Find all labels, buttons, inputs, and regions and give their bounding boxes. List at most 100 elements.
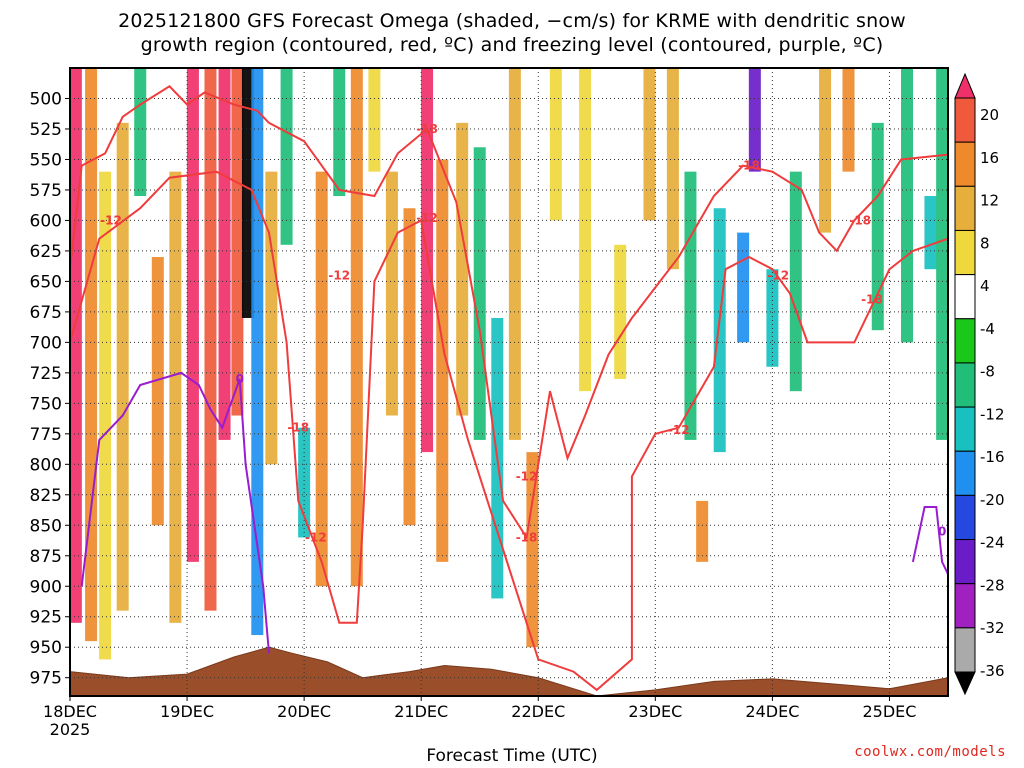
colorbar-box-12 [954, 627, 976, 673]
y-tick-label-18: 950 [30, 638, 62, 658]
omega-column-27 [508, 68, 521, 440]
red-contour-label-8: -18 [516, 530, 538, 544]
y-tick-label-11: 775 [30, 425, 62, 445]
terrain-surface [70, 646, 948, 696]
site-credit: coolwx.com/models [854, 744, 1006, 760]
y-tick-label-16: 900 [30, 577, 62, 597]
colorbar-label-8: -16 [980, 448, 1005, 466]
colorbar-label-6: -8 [980, 363, 995, 381]
y-tick-label-8: 700 [30, 333, 62, 353]
omega-column-42 [842, 68, 855, 172]
omega-column-44 [901, 68, 914, 343]
omega-column-30 [579, 68, 592, 392]
plot-frame [69, 67, 949, 697]
chart-title: 2025121800 GFS Forecast Omega (shaded, −… [118, 10, 906, 32]
x-tick-label-3: 21DEC [394, 702, 448, 721]
x-axis-label: Forecast Time (UTC) [426, 746, 598, 766]
red-contour-line-0 [70, 85, 270, 270]
colorbar-box-8 [954, 450, 976, 496]
y-tick-label-2: 550 [30, 150, 62, 170]
omega-column-23 [436, 159, 449, 562]
colorbar-box-2 [954, 185, 976, 231]
omega-column-19 [368, 68, 381, 172]
red-contour-label-4: -12 [416, 211, 438, 225]
colorbar-box-1 [954, 141, 976, 187]
colorbar-box-5 [954, 318, 976, 364]
x-tick-label-4: 22DEC [511, 702, 565, 721]
y-tick-label-12: 800 [30, 455, 62, 475]
colorbar-box-4 [954, 274, 976, 320]
omega-column-11 [241, 68, 254, 318]
red-contour-label-2: -12 [328, 268, 350, 282]
y-tick-label-6: 650 [30, 272, 62, 292]
colorbar-label-4: 4 [980, 277, 990, 295]
omega-column-16 [315, 171, 328, 587]
colorbar-box-7 [954, 406, 976, 452]
colorbar-label-10: -24 [980, 534, 1005, 552]
omega-column-34 [684, 171, 697, 440]
omega-column-10 [231, 68, 244, 416]
colorbar-label-2: 12 [980, 192, 999, 210]
omega-column-24 [456, 122, 469, 416]
y-tick-label-4: 600 [30, 211, 62, 231]
omega-column-9 [218, 68, 231, 440]
colorbar-bottom-arrow [954, 671, 976, 696]
omega-column-46 [936, 68, 948, 440]
colorbar-label-7: -12 [980, 405, 1005, 423]
red-contour-label-0: -12 [100, 213, 122, 227]
x-tick-label-7: 25DEC [862, 702, 916, 721]
colorbar-box-0 [954, 97, 976, 143]
x-tick-label-1: 19DEC [160, 702, 214, 721]
y-tick-label-0: 500 [30, 89, 62, 109]
red-contour-label-11: -12 [767, 268, 789, 282]
omega-column-37 [737, 232, 750, 343]
purple-contour-label-1: 0 [938, 524, 946, 538]
purple-contour-line-0 [80, 371, 270, 654]
omega-column-13 [265, 171, 278, 465]
omega-column-1 [85, 68, 98, 642]
colorbar-label-5: -4 [980, 320, 995, 338]
x-tick-label-6: 24DEC [745, 702, 799, 721]
red-contour-line-2 [70, 170, 948, 692]
omega-column-22 [421, 68, 434, 453]
y-tick-label-5: 625 [30, 242, 62, 262]
omega-column-31 [614, 244, 627, 379]
omega-column-39 [766, 269, 779, 367]
y-tick-label-7: 675 [30, 303, 62, 323]
omega-column-5 [151, 257, 164, 526]
x-tick-label-5: 23DEC [628, 702, 682, 721]
omega-column-20 [385, 171, 398, 416]
omega-column-25 [473, 147, 486, 440]
omega-column-35 [696, 500, 709, 562]
omega-column-33 [666, 68, 679, 270]
red-contour-label-12: -18 [861, 293, 883, 307]
x-tick-label-2: 20DEC [277, 702, 331, 721]
omega-column-40 [789, 171, 802, 392]
omega-column-45 [924, 196, 937, 270]
omega-column-29 [549, 68, 562, 221]
chart-subtitle: growth region (contoured, red, ºC) and f… [140, 34, 884, 56]
y-tick-label-13: 825 [30, 486, 62, 506]
colorbar-box-11 [954, 583, 976, 629]
colorbar-box-3 [954, 229, 976, 276]
omega-column-18 [350, 68, 363, 587]
omega-column-17 [333, 68, 346, 197]
colorbar-label-9: -20 [980, 491, 1005, 509]
colorbar-top-arrow [954, 72, 976, 99]
purple-contour-label-0: 0 [236, 372, 244, 386]
red-contour-label-10: -18 [849, 213, 871, 227]
colorbar-label-11: -28 [980, 576, 1005, 594]
colorbar-box-10 [954, 539, 976, 585]
omega-column-43 [871, 122, 884, 331]
omega-column-28 [526, 452, 539, 648]
colorbar-label-12: -32 [980, 619, 1005, 637]
x-tick-label-0: 18DEC [43, 702, 97, 721]
colorbar-label-1: 16 [980, 149, 999, 167]
y-tick-label-19: 975 [30, 669, 62, 689]
red-contour-label-7: -12 [516, 470, 538, 484]
omega-column-3 [116, 122, 129, 611]
red-contour-label-6: -12 [305, 530, 327, 544]
y-tick-label-9: 725 [30, 364, 62, 384]
purple-contour-line-1 [911, 506, 948, 575]
